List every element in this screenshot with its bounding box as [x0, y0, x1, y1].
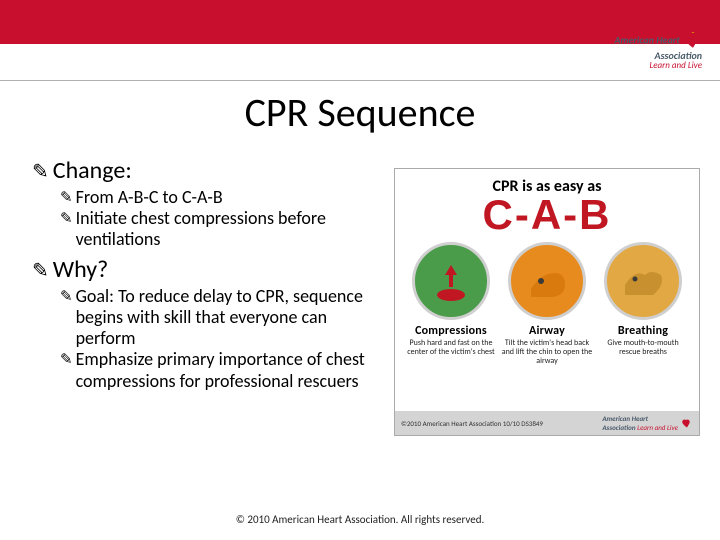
- sub-text: Emphasize primary importance of chest co…: [76, 349, 372, 391]
- cab-figure: CPR is as easy as C-A-B Compressions Pus…: [394, 168, 700, 436]
- bullet-icon: ✎: [60, 289, 73, 307]
- bullet-icon: ✎: [60, 352, 73, 370]
- bullet-change: ✎ Change:: [32, 156, 372, 185]
- heart-torch-icon: [684, 32, 702, 50]
- footer-logo-line1: American Heart: [602, 414, 648, 423]
- aha-logo-block: American Heart Association Learn and Liv…: [614, 32, 702, 71]
- figure-footer: ©2010 American Heart Association 10/10 D…: [395, 411, 699, 435]
- circle-compressions: Compressions Push hard and fast on the c…: [404, 242, 498, 367]
- sub-item: ✎ From A-B-C to C-A-B: [60, 187, 372, 208]
- sub-text: Initiate chest compressions before venti…: [76, 208, 372, 250]
- bullet-why: ✎ Why?: [32, 255, 372, 284]
- header-divider: [0, 80, 720, 81]
- sub-item: ✎ Initiate chest compressions before ven…: [60, 208, 372, 250]
- circle-label: Compressions: [404, 324, 498, 338]
- bullet-icon: ✎: [32, 261, 49, 281]
- bullet-icon: ✎: [60, 211, 73, 229]
- bullet-why-label: Why?: [53, 255, 109, 284]
- figure-copyright: ©2010 American Heart Association 10/10 D…: [401, 419, 543, 428]
- circle-caption: Tilt the victim's head back and lift the…: [500, 339, 594, 367]
- breathing-icon: [604, 242, 682, 320]
- bullet-content: ✎ Change: ✎ From A-B-C to C-A-B ✎ Initia…: [32, 150, 372, 392]
- circle-airway: Airway Tilt the victim's head back and l…: [500, 242, 594, 367]
- sub-text: From A-B-C to C-A-B: [76, 187, 223, 208]
- figure-circles: Compressions Push hard and fast on the c…: [403, 242, 691, 367]
- footer-logo-line2: Association: [602, 423, 635, 432]
- airway-icon: [508, 242, 586, 320]
- sub-item: ✎ Emphasize primary importance of chest …: [60, 349, 372, 391]
- heart-torch-icon: [681, 417, 693, 429]
- circle-breathing: Breathing Give mouth-to-mouth rescue bre…: [596, 242, 690, 367]
- footer-logo-tag: Learn and Live: [637, 423, 678, 432]
- sub-text: Goal: To reduce delay to CPR, sequence b…: [76, 286, 372, 350]
- figure-cab: C-A-B: [395, 194, 699, 236]
- circle-caption: Give mouth-to-mouth rescue breaths: [596, 339, 690, 357]
- bullet-icon: ✎: [32, 162, 49, 182]
- bullet-change-label: Change:: [53, 156, 132, 185]
- circle-label: Airway: [500, 324, 594, 338]
- figure-footer-logo: American Heart Association Learn and Liv…: [602, 414, 693, 432]
- bullet-icon: ✎: [60, 190, 73, 208]
- copyright-text: © 2010 American Heart Association. All r…: [236, 513, 485, 526]
- page-title: CPR Sequence: [0, 88, 720, 137]
- circle-label: Breathing: [596, 324, 690, 338]
- brand-bar: [0, 0, 720, 44]
- compressions-icon: [412, 242, 490, 320]
- logo-line1: American Heart: [614, 33, 679, 46]
- slide-copyright: © 2010 American Heart Association. All r…: [0, 513, 720, 526]
- circle-caption: Push hard and fast on the center of the …: [404, 339, 498, 357]
- logo-tagline: Learn and Live: [614, 61, 702, 71]
- sub-item: ✎ Goal: To reduce delay to CPR, sequence…: [60, 286, 372, 350]
